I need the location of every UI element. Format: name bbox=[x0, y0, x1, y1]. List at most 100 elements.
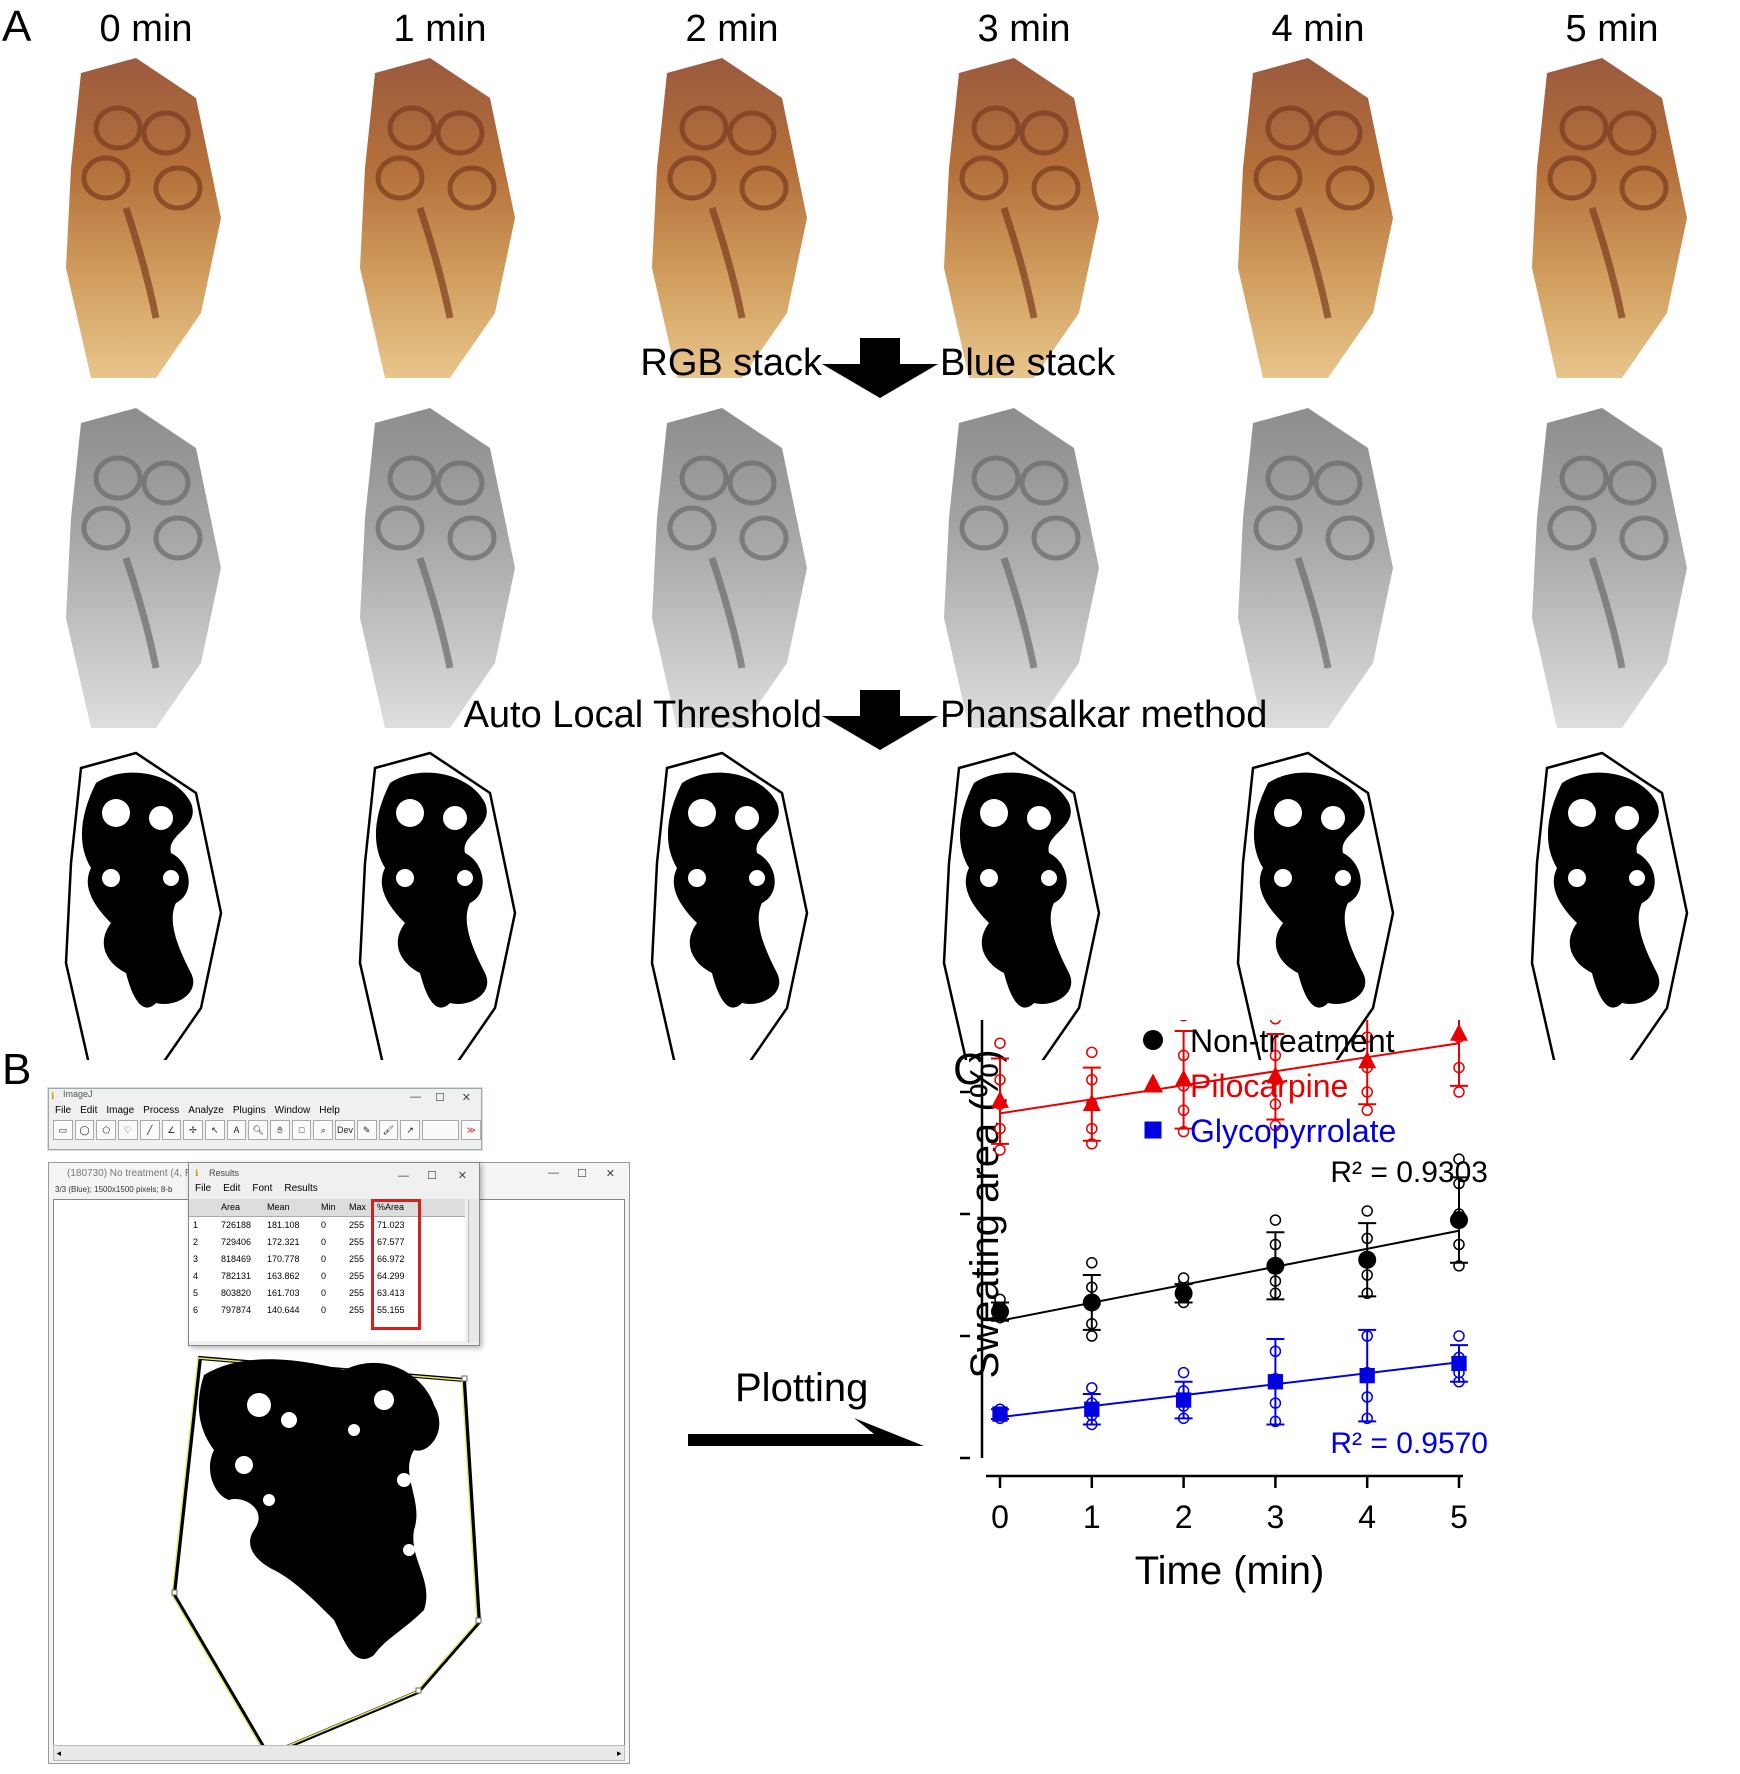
menu-item[interactable]: Edit bbox=[223, 1183, 241, 1194]
maximize-icon[interactable]: ☐ bbox=[427, 1170, 437, 1182]
results-window[interactable]: ℹ Results — ☐ ✕ File Edit Font Results Area… bbox=[188, 1162, 480, 1346]
maximize-icon[interactable]: ☐ bbox=[435, 1092, 445, 1104]
blank-tool-icon[interactable] bbox=[421, 1120, 460, 1140]
zoom-tool-icon[interactable]: 🔍︎ bbox=[248, 1120, 269, 1140]
menu-item[interactable]: File bbox=[195, 1183, 212, 1194]
individual-point bbox=[1086, 1330, 1098, 1342]
minimize-icon[interactable]: — bbox=[398, 1170, 409, 1182]
line-tool-icon[interactable]: ╱ bbox=[139, 1120, 160, 1140]
table-row[interactable]: 3 818469 170.778 0 255 66.972 bbox=[189, 1251, 465, 1268]
maximize-icon[interactable]: ☐ bbox=[577, 1168, 587, 1180]
point-tool-icon[interactable]: ✢ bbox=[183, 1120, 203, 1140]
results-table[interactable]: Area Mean Min Max %Area 1 726188 181.108 0 255 71.… bbox=[189, 1199, 465, 1341]
menu-item[interactable]: File bbox=[55, 1105, 72, 1116]
magnifier-tool-icon[interactable]: ⌕ bbox=[313, 1120, 334, 1140]
table-row[interactable]: 1 726188 181.108 0 255 71.023 bbox=[189, 1217, 465, 1234]
menu-item[interactable]: Edit bbox=[80, 1105, 98, 1116]
table-cell: 255 bbox=[349, 1288, 365, 1298]
oval-tool-icon[interactable]: ◯ bbox=[74, 1120, 95, 1140]
mean-point bbox=[991, 1090, 1009, 1108]
wand-tool-icon[interactable]: ↖ bbox=[204, 1120, 225, 1140]
table-row[interactable]: 5 803820 161.703 0 255 63.413 bbox=[189, 1285, 465, 1302]
individual-point bbox=[994, 1037, 1006, 1049]
right-arrow-icon bbox=[688, 1418, 924, 1446]
individual-point bbox=[1086, 1382, 1098, 1394]
imagej-main-window[interactable]: ℹ ImageJ — ☐ ✕ File Edit Image Process Analy… bbox=[48, 1088, 482, 1150]
image-window-info: 3/3 (Blue); 1500x1500 pixels; 8-b bbox=[55, 1185, 173, 1194]
table-row[interactable]: 2 729406 172.321 0 255 67.577 bbox=[189, 1234, 465, 1251]
hand-tool-icon[interactable]: ✋︎ bbox=[270, 1120, 290, 1140]
minimize-icon[interactable]: — bbox=[410, 1091, 421, 1103]
table-row[interactable]: 4 782131 163.862 0 255 64.299 bbox=[189, 1268, 465, 1285]
close-icon[interactable]: ✕ bbox=[457, 1170, 467, 1182]
vertical-scrollbar[interactable] bbox=[468, 1199, 479, 1343]
close-icon[interactable]: ✕ bbox=[461, 1092, 471, 1104]
image-canvas[interactable] bbox=[53, 1199, 625, 1758]
table-cell: 255 bbox=[349, 1254, 365, 1264]
mean-point bbox=[1450, 1211, 1468, 1230]
gray-foot-image bbox=[66, 408, 221, 728]
individual-point bbox=[1453, 1153, 1465, 1165]
sweating-area-chart: 020406080012345Time (min)Sweating area (… bbox=[960, 1020, 1488, 1593]
individual-point bbox=[1269, 1214, 1282, 1226]
image-window[interactable]: (180730) No treatment (4, R 3/3 (Blue); … bbox=[48, 1162, 630, 1764]
dropper-tool-icon[interactable]: □ bbox=[291, 1120, 312, 1140]
table-cell: 818469 bbox=[221, 1254, 252, 1264]
time-label: 2 min bbox=[685, 8, 779, 50]
mean-point bbox=[1451, 1355, 1467, 1372]
minimize-icon[interactable]: — bbox=[548, 1167, 559, 1179]
developer-menu-icon[interactable]: Dev bbox=[335, 1120, 355, 1140]
menu-item[interactable]: Font bbox=[252, 1183, 273, 1194]
table-cell: 67.577 bbox=[377, 1237, 405, 1247]
freehand-tool-icon[interactable]: ♡ bbox=[118, 1120, 138, 1140]
table-cell: 5 bbox=[193, 1288, 199, 1298]
table-cell: 255 bbox=[349, 1220, 365, 1230]
menu-item[interactable]: Image bbox=[106, 1105, 135, 1116]
menu-item[interactable]: Process bbox=[143, 1105, 180, 1116]
threshold-foot-image bbox=[942, 751, 1101, 1060]
results-menubar: File Edit Font Results bbox=[189, 1183, 479, 1197]
individual-point bbox=[1086, 1257, 1098, 1269]
mean-point bbox=[1174, 1069, 1193, 1087]
mean-point bbox=[1082, 1293, 1101, 1312]
threshold-foot-image bbox=[1530, 751, 1689, 1060]
mean-point bbox=[1082, 1093, 1101, 1111]
brush-tool-icon[interactable]: 🖌︎ bbox=[378, 1120, 399, 1140]
threshold-foot-image bbox=[358, 751, 517, 1060]
close-icon[interactable]: ✕ bbox=[605, 1168, 615, 1180]
horizontal-scrollbar[interactable]: ◂ ▸ bbox=[53, 1745, 625, 1761]
more-tools-icon[interactable]: ≫ bbox=[461, 1120, 482, 1140]
table-cell: 0 bbox=[321, 1288, 327, 1298]
menu-item[interactable]: Plugins bbox=[232, 1105, 266, 1116]
table-cell: 71.023 bbox=[377, 1220, 405, 1230]
table-cell: 163.862 bbox=[267, 1271, 300, 1281]
table-header-row: Area Mean Min Max %Area bbox=[189, 1199, 465, 1217]
pencil-tool-icon[interactable]: ✎ bbox=[356, 1120, 377, 1140]
table-cell: 0 bbox=[321, 1254, 327, 1264]
legend-marker bbox=[1143, 1073, 1163, 1093]
table-cell: 4 bbox=[193, 1271, 199, 1281]
menu-item[interactable]: Analyze bbox=[188, 1105, 224, 1116]
results-title: ℹ Results — ☐ ✕ bbox=[189, 1163, 479, 1183]
imagej-menubar: File Edit Image Process Analyze Plugins Window… bbox=[49, 1105, 481, 1119]
individual-point bbox=[1086, 1046, 1098, 1059]
menu-item[interactable]: Help bbox=[319, 1105, 340, 1116]
text-tool-icon[interactable]: A bbox=[226, 1120, 247, 1140]
menu-item[interactable]: Results bbox=[284, 1183, 318, 1194]
r-squared-label: R² = 0.9303 bbox=[1330, 1156, 1488, 1189]
rectangle-tool-icon[interactable]: ▭ bbox=[53, 1120, 73, 1140]
individual-point bbox=[1361, 1104, 1373, 1117]
individual-point bbox=[1177, 1366, 1190, 1379]
menu-item[interactable]: Window bbox=[274, 1105, 311, 1116]
individual-point bbox=[1269, 1119, 1282, 1132]
arrow-tool-icon[interactable]: ↗ bbox=[400, 1120, 420, 1140]
individual-point bbox=[994, 1144, 1006, 1156]
polygon-tool-icon[interactable]: ⬠ bbox=[96, 1120, 117, 1140]
plotting-label: Plotting bbox=[735, 1366, 869, 1410]
angle-tool-icon[interactable]: ∠ bbox=[161, 1120, 182, 1140]
gray-foot-image bbox=[1532, 408, 1687, 728]
legend-label: Glycopyrrolate bbox=[1190, 1113, 1396, 1149]
down-arrow-icon bbox=[822, 690, 938, 750]
table-cell: 6 bbox=[193, 1305, 199, 1315]
table-row[interactable]: 6 797874 140.644 0 255 55.155 bbox=[189, 1302, 465, 1319]
